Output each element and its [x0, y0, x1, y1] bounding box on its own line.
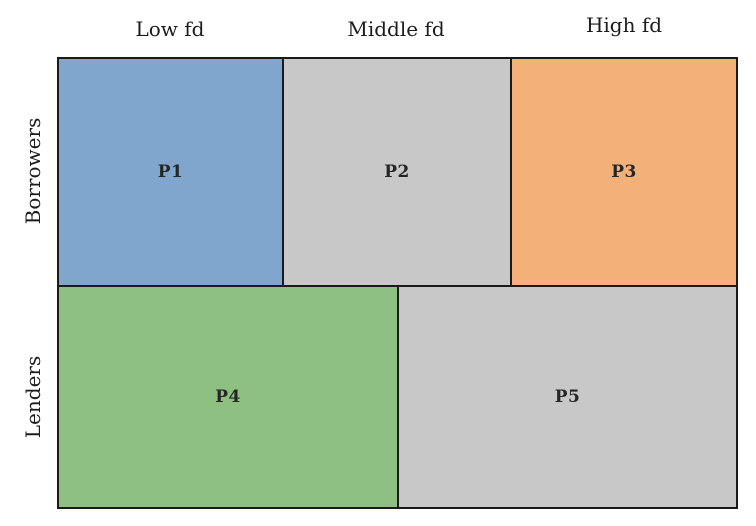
column-header-middle-fd: Middle fd: [347, 17, 445, 41]
cell-p5: P5: [397, 285, 738, 509]
cell-p3-label: P3: [611, 162, 637, 182]
row-label-lenders: Lenders: [21, 355, 45, 439]
cell-p2-label: P2: [384, 162, 410, 182]
cell-p2: P2: [282, 57, 512, 287]
cell-p4-label: P4: [215, 387, 241, 407]
column-header-high-fd: High fd: [585, 13, 663, 37]
partition-matrix: P1 P2 P3 P4 P5: [57, 57, 738, 509]
cell-p1: P1: [57, 57, 284, 287]
cell-p4: P4: [57, 285, 399, 509]
cell-p3: P3: [510, 57, 738, 287]
row-label-borrowers: Borrowers: [21, 117, 45, 225]
column-header-low-fd: Low fd: [135, 17, 205, 41]
cell-p5-label: P5: [554, 387, 581, 407]
cell-p1-label: P1: [157, 162, 184, 182]
